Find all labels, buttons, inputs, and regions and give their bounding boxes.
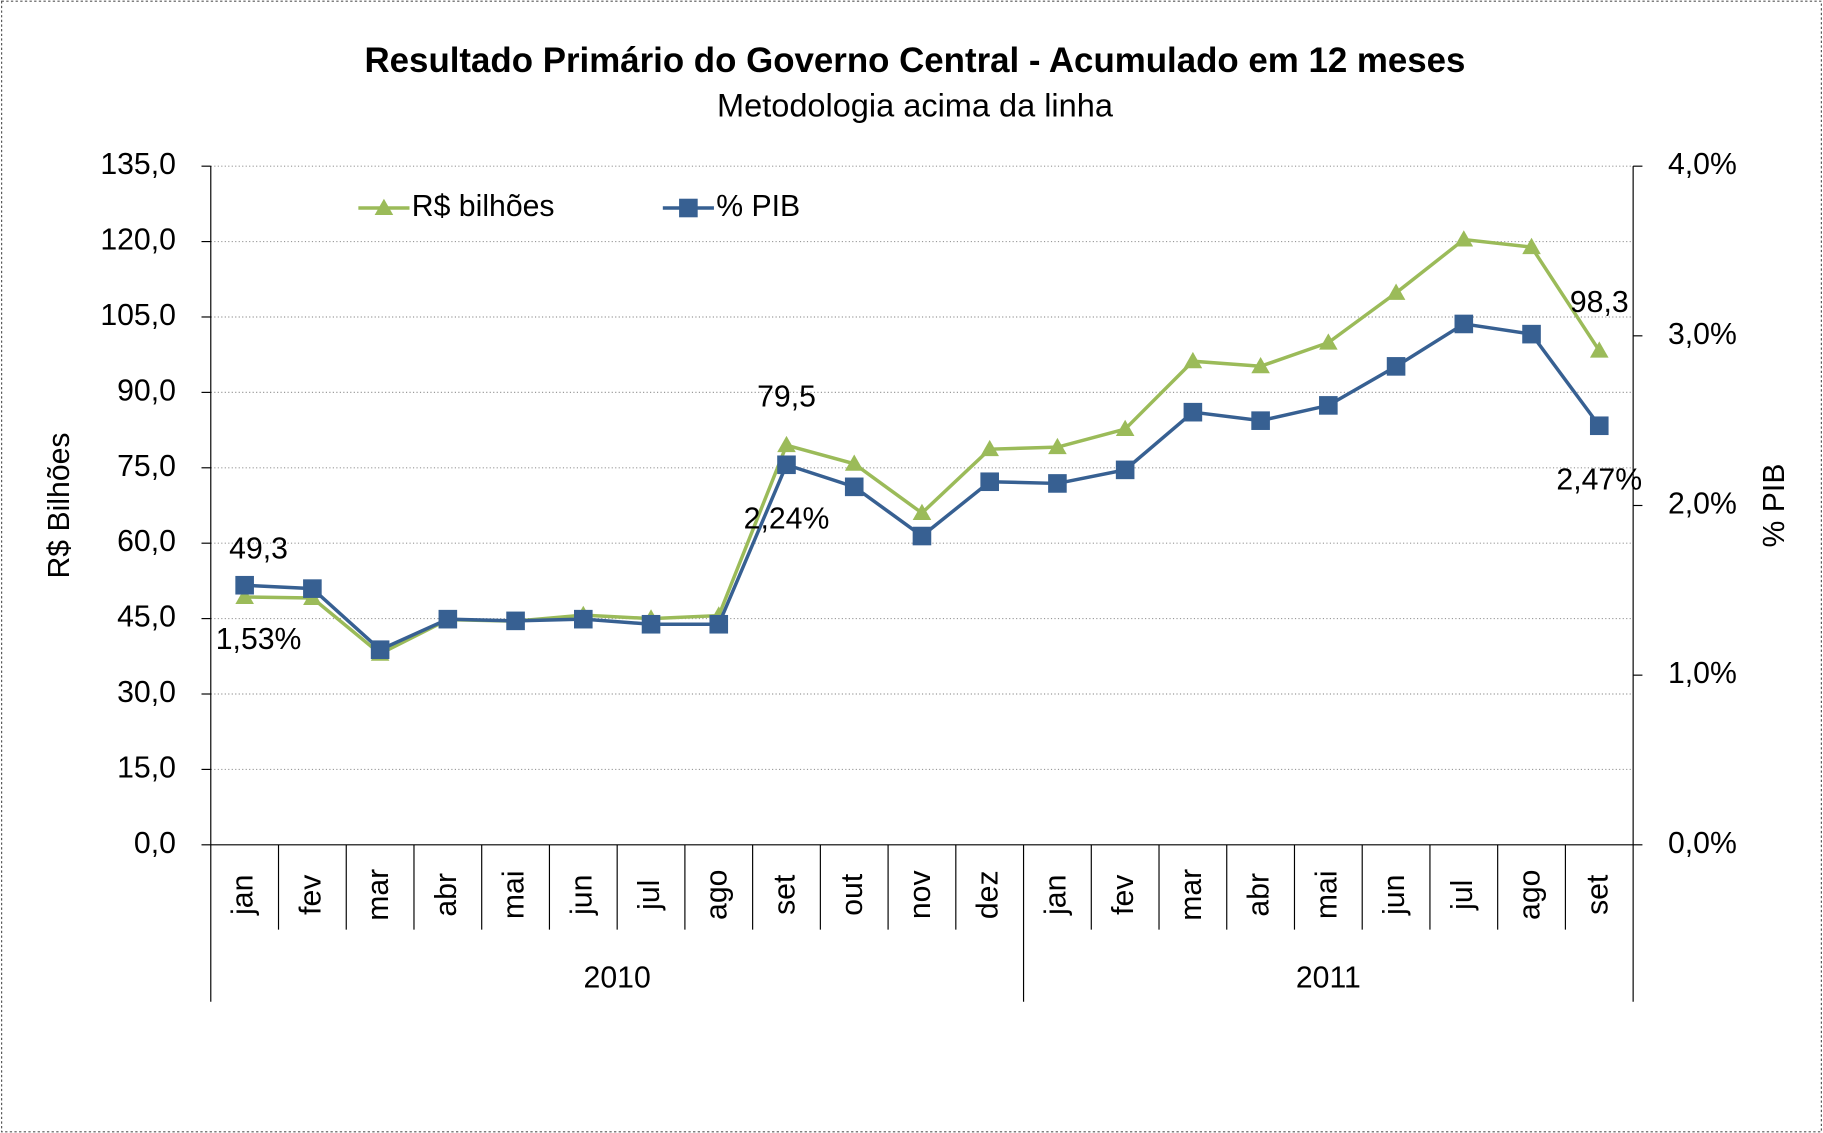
- marker: [980, 472, 999, 492]
- y2-tick-label: 1,0%: [1668, 657, 1737, 690]
- x-tick-label: ago: [1514, 870, 1547, 920]
- chart-subtitle: Metodologia acima da linha: [717, 88, 1114, 124]
- x-tick-label: mar: [1175, 869, 1208, 921]
- y2-tick-label: 0,0%: [1668, 827, 1737, 860]
- y2-axis-title: % PIB: [1758, 464, 1791, 548]
- x-tick-label: fev: [294, 875, 327, 915]
- x-tick-label: set: [1581, 874, 1614, 915]
- data-label: 79,5: [757, 381, 816, 414]
- marker: [1048, 437, 1067, 455]
- y-tick-label: 75,0: [117, 450, 176, 483]
- marker: [1183, 402, 1203, 422]
- data-label: 98,3: [1570, 286, 1629, 319]
- marker: [1319, 333, 1338, 350]
- y2-tick-label: 3,0%: [1668, 318, 1737, 351]
- x-tick-label: abr: [1243, 873, 1276, 917]
- x-tick-label: nov: [904, 870, 937, 919]
- marker: [1454, 230, 1474, 247]
- legend-label: % PIB: [716, 190, 800, 223]
- marker: [1115, 419, 1135, 437]
- marker: [912, 526, 932, 546]
- x-tick-label: out: [836, 873, 869, 916]
- marker: [1386, 283, 1406, 300]
- marker: [777, 455, 796, 475]
- marker: [1183, 351, 1203, 369]
- group-label: 2011: [1296, 962, 1361, 995]
- marker: [1115, 460, 1135, 480]
- marker: [303, 579, 322, 598]
- legend-label: R$ bilhões: [412, 190, 555, 223]
- data-label: 2,47%: [1556, 464, 1642, 497]
- y-tick-label: 15,0: [117, 751, 176, 784]
- marker: [709, 614, 729, 634]
- marker: [574, 609, 593, 629]
- marker: [370, 640, 390, 659]
- y-tick-label: 105,0: [100, 299, 176, 332]
- x-tick-label: abr: [430, 873, 463, 917]
- x-tick-label: jun: [565, 875, 598, 916]
- marker: [235, 587, 254, 604]
- marker: [1522, 324, 1541, 344]
- y-tick-label: 120,0: [100, 224, 176, 257]
- marker: [1251, 356, 1270, 374]
- x-tick-label: jan: [1039, 875, 1072, 916]
- y-tick-label: 30,0: [117, 676, 176, 709]
- marker: [1589, 416, 1609, 436]
- y-tick-label: 0,0: [134, 827, 176, 860]
- x-tick-label: jul: [1446, 880, 1479, 911]
- y-tick-label: 45,0: [117, 601, 176, 634]
- data-label: 2,24%: [744, 503, 830, 536]
- marker: [1522, 237, 1541, 255]
- x-tick-label: jun: [1378, 875, 1411, 916]
- x-tick-label: dez: [972, 870, 1005, 919]
- marker: [1048, 474, 1067, 493]
- marker: [980, 439, 999, 457]
- marker: [1319, 396, 1338, 415]
- data-label: 49,3: [229, 532, 288, 565]
- x-tick-label: jan: [227, 875, 260, 916]
- x-tick-label: ago: [701, 870, 734, 920]
- chart-title: Resultado Primário do Governo Central - …: [365, 41, 1466, 80]
- x-tick-label: mai: [498, 870, 531, 919]
- marker: [912, 503, 932, 521]
- x-tick-label: set: [768, 874, 801, 915]
- marker: [844, 454, 864, 471]
- marker: [679, 198, 698, 218]
- x-tick-label: mai: [1310, 870, 1343, 919]
- marker: [1589, 341, 1609, 358]
- marker: [844, 477, 864, 497]
- y2-tick-label: 2,0%: [1668, 487, 1737, 520]
- y-tick-label: 60,0: [117, 525, 176, 558]
- marker: [235, 575, 254, 595]
- x-tick-label: jul: [633, 880, 666, 911]
- marker: [1251, 411, 1270, 430]
- marker: [777, 435, 796, 453]
- x-tick-label: fev: [1107, 875, 1140, 915]
- marker: [438, 609, 458, 629]
- marker: [1386, 357, 1406, 376]
- marker: [1454, 314, 1474, 334]
- y-tick-label: 90,0: [117, 374, 176, 407]
- y-axis-title: R$ Bilhões: [43, 432, 76, 578]
- group-label: 2010: [584, 962, 651, 995]
- marker: [641, 614, 661, 634]
- y-tick-label: 135,0: [100, 148, 176, 181]
- marker: [374, 198, 394, 215]
- data-label: 1,53%: [216, 623, 302, 656]
- x-tick-label: mar: [362, 869, 395, 921]
- marker: [506, 611, 525, 631]
- y2-tick-label: 4,0%: [1668, 148, 1737, 181]
